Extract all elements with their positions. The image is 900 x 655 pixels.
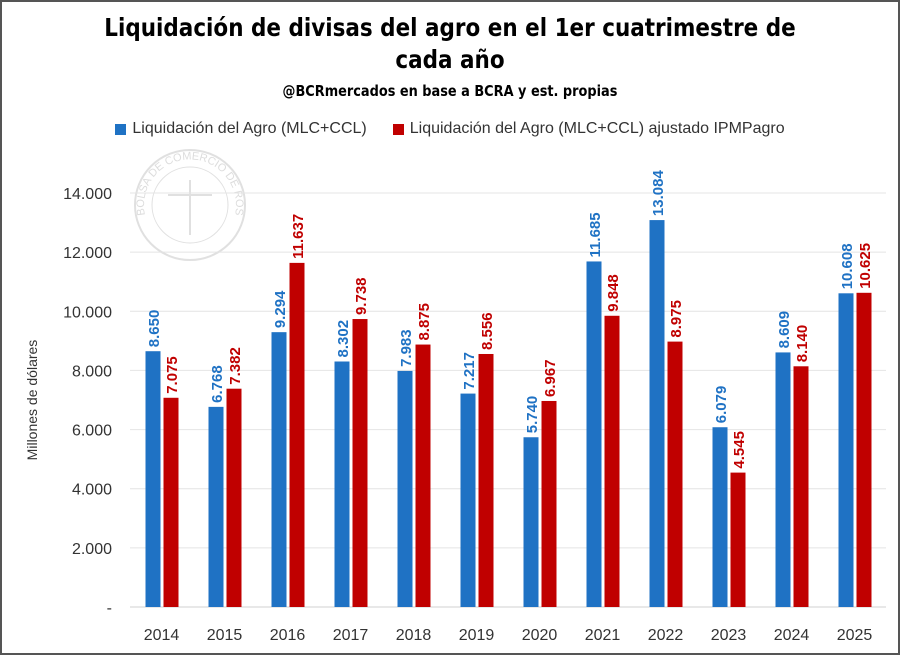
bar-blue [397, 370, 413, 607]
data-label: 8.650 [146, 310, 163, 348]
bar-blue [460, 393, 476, 607]
x-tick-label: 2016 [270, 627, 306, 644]
data-label: 7.217 [461, 352, 478, 390]
bar-red [226, 388, 242, 607]
x-tick-label: 2015 [207, 627, 243, 644]
data-label: 4.545 [731, 431, 748, 469]
data-label: 9.294 [272, 290, 289, 328]
legend-item-blue: Liquidación del Agro (MLC+CCL) [115, 120, 367, 138]
x-tick-label: 2025 [837, 627, 873, 644]
x-tick-label: 2024 [774, 627, 810, 644]
chart-title-line1: Liquidación de divisas del agro en el 1e… [104, 13, 796, 42]
bar-red [541, 400, 557, 607]
y-tick-label: 8.000 [72, 363, 112, 380]
x-tick-label: 2014 [144, 627, 180, 644]
y-tick-label: - [107, 600, 112, 617]
data-label: 7.983 [398, 329, 415, 367]
y-tick-label: 4.000 [72, 482, 112, 499]
bar-blue [649, 220, 665, 607]
y-tick-label: 10.000 [63, 304, 112, 321]
bar-red [163, 397, 179, 607]
bar-red [856, 292, 872, 607]
data-label: 13.084 [650, 170, 667, 217]
data-label: 8.556 [479, 312, 496, 350]
data-label: 6.079 [713, 386, 730, 424]
legend-item-red: Liquidación del Agro (MLC+CCL) ajustado … [392, 120, 785, 138]
data-label: 11.685 [587, 212, 604, 257]
svg-text:BOLSA DE COMERCIO DE ROSARIO: BOLSA DE COMERCIO DE ROSARIO [0, 0, 245, 216]
legend-swatch-red [392, 123, 404, 135]
data-label: 6.768 [209, 365, 226, 403]
x-tick-label: 2020 [522, 627, 558, 644]
data-label: 7.382 [227, 347, 244, 385]
data-label: 10.625 [857, 243, 874, 289]
data-label: 9.848 [605, 274, 622, 312]
x-tick-label: 2023 [711, 627, 747, 644]
bar-red [352, 319, 368, 607]
bar-blue [775, 352, 791, 607]
bar-blue [271, 332, 287, 607]
legend-label-red: Liquidación del Agro (MLC+CCL) ajustado … [409, 120, 785, 137]
bar-blue [145, 351, 161, 607]
legend-label-blue: Liquidación del Agro (MLC+CCL) [132, 120, 367, 137]
data-label: 5.740 [524, 396, 541, 434]
bar-red [415, 344, 431, 607]
x-tick-label: 2022 [648, 627, 684, 644]
data-label: 8.975 [668, 300, 685, 338]
data-label: 9.738 [353, 277, 370, 315]
bar-blue [334, 361, 350, 607]
watermark-seal: BOLSA DE COMERCIO DE ROSARIO [0, 0, 246, 261]
data-label: 8.609 [776, 311, 793, 349]
x-tick-label: 2019 [459, 627, 495, 644]
y-axis-label: Millones de dólares [24, 340, 40, 461]
bar-blue [712, 427, 728, 607]
data-label: 6.967 [542, 359, 559, 397]
bar-red [289, 262, 305, 607]
bar-red [793, 366, 809, 607]
x-tick-label: 2021 [585, 627, 621, 644]
chart-subtitle: @BCRmercados en base a BCRA y est. propi… [282, 82, 618, 100]
data-label: 8.875 [416, 303, 433, 341]
legend: Liquidación del Agro (MLC+CCL) Liquidaci… [0, 120, 900, 138]
watermark-text: BOLSA DE COMERCIO DE ROSARIO [0, 0, 245, 216]
data-label: 7.075 [164, 356, 181, 394]
bar-red [478, 353, 494, 607]
chart-title-line2: cada año [395, 45, 505, 74]
bar-red [730, 472, 746, 607]
data-label: 8.140 [794, 325, 811, 363]
x-tick-label: 2018 [396, 627, 432, 644]
legend-swatch-blue [115, 123, 127, 135]
bar-blue [208, 406, 224, 607]
bar-red [604, 315, 620, 607]
y-tick-label: 14.000 [63, 186, 112, 203]
y-tick-label: 12.000 [63, 245, 112, 262]
y-tick-label: 2.000 [72, 541, 112, 558]
data-label: 11.637 [290, 214, 307, 259]
data-label: 8.302 [335, 320, 352, 358]
data-label: 10.608 [839, 243, 856, 289]
bar-blue [523, 437, 539, 607]
bar-red [667, 341, 683, 607]
y-tick-label: 6.000 [72, 423, 112, 440]
x-tick-label: 2017 [333, 627, 369, 644]
bar-blue [586, 261, 602, 607]
bar-blue [838, 293, 854, 607]
